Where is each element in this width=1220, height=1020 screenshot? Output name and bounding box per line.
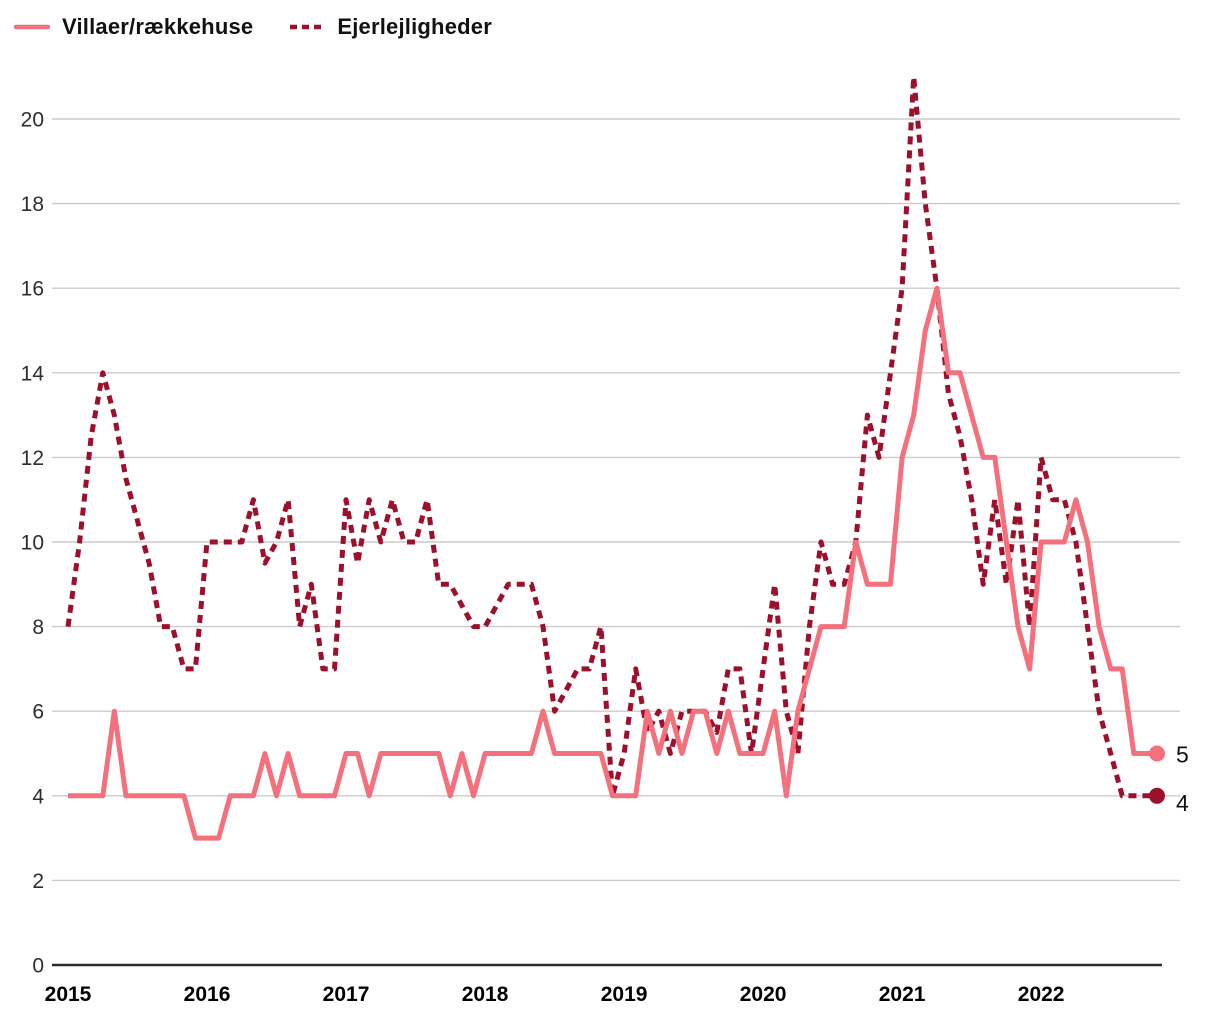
series-end-label-villaer: 5 xyxy=(1176,742,1189,768)
legend-label-villaer: Villaer/rækkehuse xyxy=(62,14,254,39)
series-end-label-ejerlejligheder: 4 xyxy=(1176,790,1189,816)
legend-label-ejerlejligheder: Ejerlejligheder xyxy=(337,14,492,39)
y-axis-label-4: 4 xyxy=(32,785,44,808)
x-axis-label-2016: 2016 xyxy=(184,983,231,1006)
y-axis-label-20: 20 xyxy=(21,109,44,132)
x-axis-label-2022: 2022 xyxy=(1018,983,1065,1006)
y-axis-label-18: 18 xyxy=(21,193,44,216)
series-end-dot-villaer xyxy=(1148,745,1165,762)
y-axis-label-14: 14 xyxy=(21,362,45,385)
x-axis-label-2017: 2017 xyxy=(323,983,370,1006)
series-line-ejerlejligheder xyxy=(65,74,1157,799)
y-axis-label-0: 0 xyxy=(32,955,44,978)
x-axis-label-2015: 2015 xyxy=(45,983,92,1006)
legend: Villaer/rækkehuse Ejerlejligheder xyxy=(12,14,492,40)
legend-item-villaer[interactable]: Villaer/rækkehuse xyxy=(12,14,253,40)
legend-item-ejerlejligheder[interactable]: Ejerlejligheder xyxy=(287,14,492,40)
y-axis-label-16: 16 xyxy=(21,278,44,301)
y-axis-label-8: 8 xyxy=(32,616,44,639)
x-axis-label-2020: 2020 xyxy=(740,983,787,1006)
y-axis-label-2: 2 xyxy=(32,870,44,893)
x-axis-label-2019: 2019 xyxy=(601,983,648,1006)
dashed-line-swatch xyxy=(290,24,327,30)
solid-line-swatch xyxy=(13,24,51,30)
series-end-dot-ejerlejligheder xyxy=(1148,787,1165,804)
x-axis-label-2021: 2021 xyxy=(879,983,926,1006)
y-axis-label-6: 6 xyxy=(32,701,44,724)
x-axis-label-2018: 2018 xyxy=(462,983,509,1006)
y-axis-label-10: 10 xyxy=(21,532,44,555)
y-axis-label-12: 12 xyxy=(21,447,44,470)
series-line-villaer xyxy=(68,285,1157,841)
